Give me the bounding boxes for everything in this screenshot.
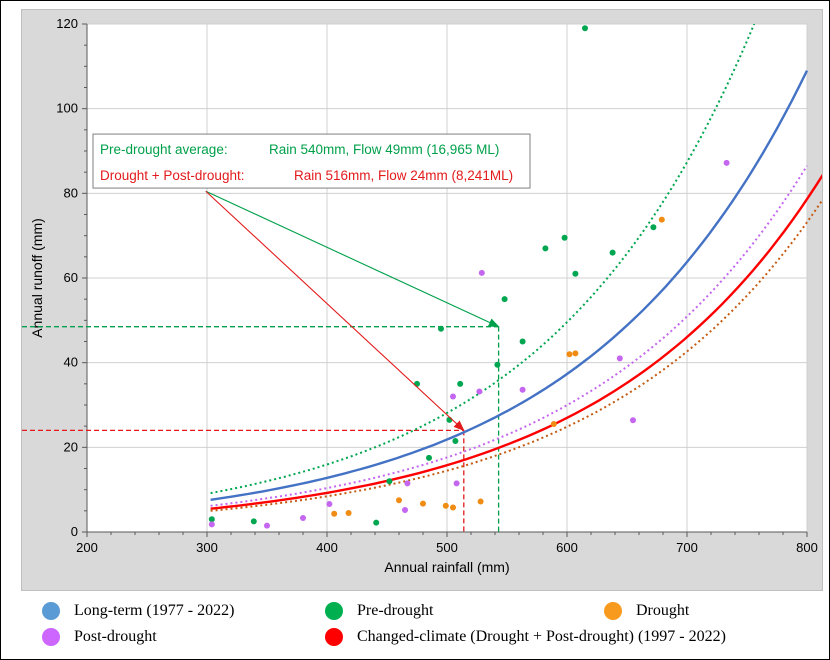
legend-marker <box>325 602 343 620</box>
x-tick-label: 400 <box>316 540 338 555</box>
point-pre-drought <box>250 518 257 525</box>
point-pre-drought <box>542 245 549 252</box>
legend-marker <box>42 602 60 620</box>
legend-marker <box>325 628 343 646</box>
point-post-drought <box>402 506 408 513</box>
x-tick-label: 600 <box>556 540 578 555</box>
point-pre-drought <box>414 380 420 387</box>
y-tick-label: 20 <box>64 439 78 454</box>
point-drought <box>572 350 579 357</box>
point-post-drought <box>300 515 306 522</box>
annotation-box <box>92 133 531 189</box>
point-pre-drought <box>386 478 393 485</box>
y-tick-label: 100 <box>56 101 78 116</box>
point-pre-drought <box>572 270 579 277</box>
point-drought <box>442 502 449 509</box>
plot-panel: 200 300 400 500 600 700 800 0 20 40 60 80 100 120 Annu… <box>21 9 830 591</box>
x-tick-label: 700 <box>676 540 698 555</box>
point-post-drought <box>404 480 411 487</box>
point-post-drought <box>208 521 215 528</box>
point-post-drought <box>326 501 333 508</box>
point-post-drought <box>616 355 623 362</box>
point-post-drought <box>450 393 456 400</box>
point-drought <box>477 498 484 505</box>
trend-curve-changed-climate <box>210 160 830 510</box>
pre-drought-arrow <box>205 190 500 328</box>
legend-item-long-term: Long-term (1977 - 2022) <box>42 602 234 620</box>
point-pre-drought <box>452 437 459 444</box>
legend-item-changed-climate: Changed-climate (Drought + Post-drought)… <box>325 628 726 646</box>
point-post-drought <box>478 269 485 276</box>
point-pre-drought <box>582 25 588 32</box>
changed-climate-arrow <box>205 190 465 432</box>
legend-label: Drought <box>636 602 690 619</box>
legend-item-post-drought: Post-drought <box>42 628 157 646</box>
y-tick-label: 40 <box>64 355 78 370</box>
y-tick-label: 0 <box>71 524 78 539</box>
trend-curve-long-term <box>210 70 809 501</box>
legend-label: Changed-climate (Drought + Post-drought)… <box>357 628 726 645</box>
point-post-drought <box>723 159 730 166</box>
point-pre-drought <box>609 249 616 256</box>
point-pre-drought <box>561 234 568 241</box>
point-pre-drought <box>438 325 444 332</box>
y-tick-label: 120 <box>56 16 78 31</box>
runoff-rainfall-chart: 200 300 400 500 600 700 800 0 20 40 60 80 100 120 Annu… <box>22 16 830 575</box>
x-axis-title: Annual rainfall (mm) <box>384 559 509 575</box>
point-pre-drought <box>373 519 380 526</box>
legend-label: Pre-drought <box>357 602 434 619</box>
legend-label: Long-term (1977 - 2022) <box>74 602 235 619</box>
y-tick-label: 60 <box>64 270 78 285</box>
point-drought <box>396 497 402 504</box>
point-drought <box>658 216 665 223</box>
x-tick-label: 800 <box>796 540 818 555</box>
annotation-text: Rain 516mm, Flow 24mm (8,241ML) <box>294 168 513 183</box>
legend: Long-term (1977 - 2022) Pre-drought Drou… <box>0 596 828 658</box>
point-drought <box>331 510 338 517</box>
annotation-label: Drought + Post-drought: <box>100 168 244 183</box>
point-drought <box>420 500 426 507</box>
point-pre-drought <box>494 361 501 368</box>
x-tick-label: 300 <box>196 540 218 555</box>
point-post-drought <box>519 386 526 393</box>
legend-label: Post-drought <box>74 628 157 645</box>
point-drought <box>345 509 352 516</box>
point-pre-drought <box>501 296 508 303</box>
y-axis-title: Annual runoff (mm) <box>29 218 45 338</box>
annotation-text: Rain 540mm, Flow 49mm (16,965 ML) <box>269 142 499 157</box>
annotation-label: Pre-drought average: <box>100 142 228 157</box>
legend-item-pre-drought: Pre-drought <box>325 602 433 620</box>
point-post-drought <box>476 388 483 395</box>
legend-marker <box>42 628 60 646</box>
point-post-drought <box>264 522 270 529</box>
x-tick-label: 200 <box>76 540 98 555</box>
trend-curve-post-drought <box>210 165 808 507</box>
y-tick-label: 80 <box>64 185 78 200</box>
point-drought <box>566 351 573 358</box>
point-pre-drought <box>457 380 464 387</box>
legend-item-drought: Drought <box>604 602 689 620</box>
point-pre-drought <box>650 224 657 231</box>
x-tick-label: 500 <box>436 540 458 555</box>
point-pre-drought <box>519 338 526 345</box>
point-pre-drought <box>208 516 215 523</box>
point-post-drought <box>630 417 636 424</box>
point-post-drought <box>453 480 460 487</box>
legend-marker <box>604 602 622 620</box>
point-drought <box>550 421 557 428</box>
point-drought <box>450 504 456 511</box>
point-pre-drought <box>426 454 432 461</box>
